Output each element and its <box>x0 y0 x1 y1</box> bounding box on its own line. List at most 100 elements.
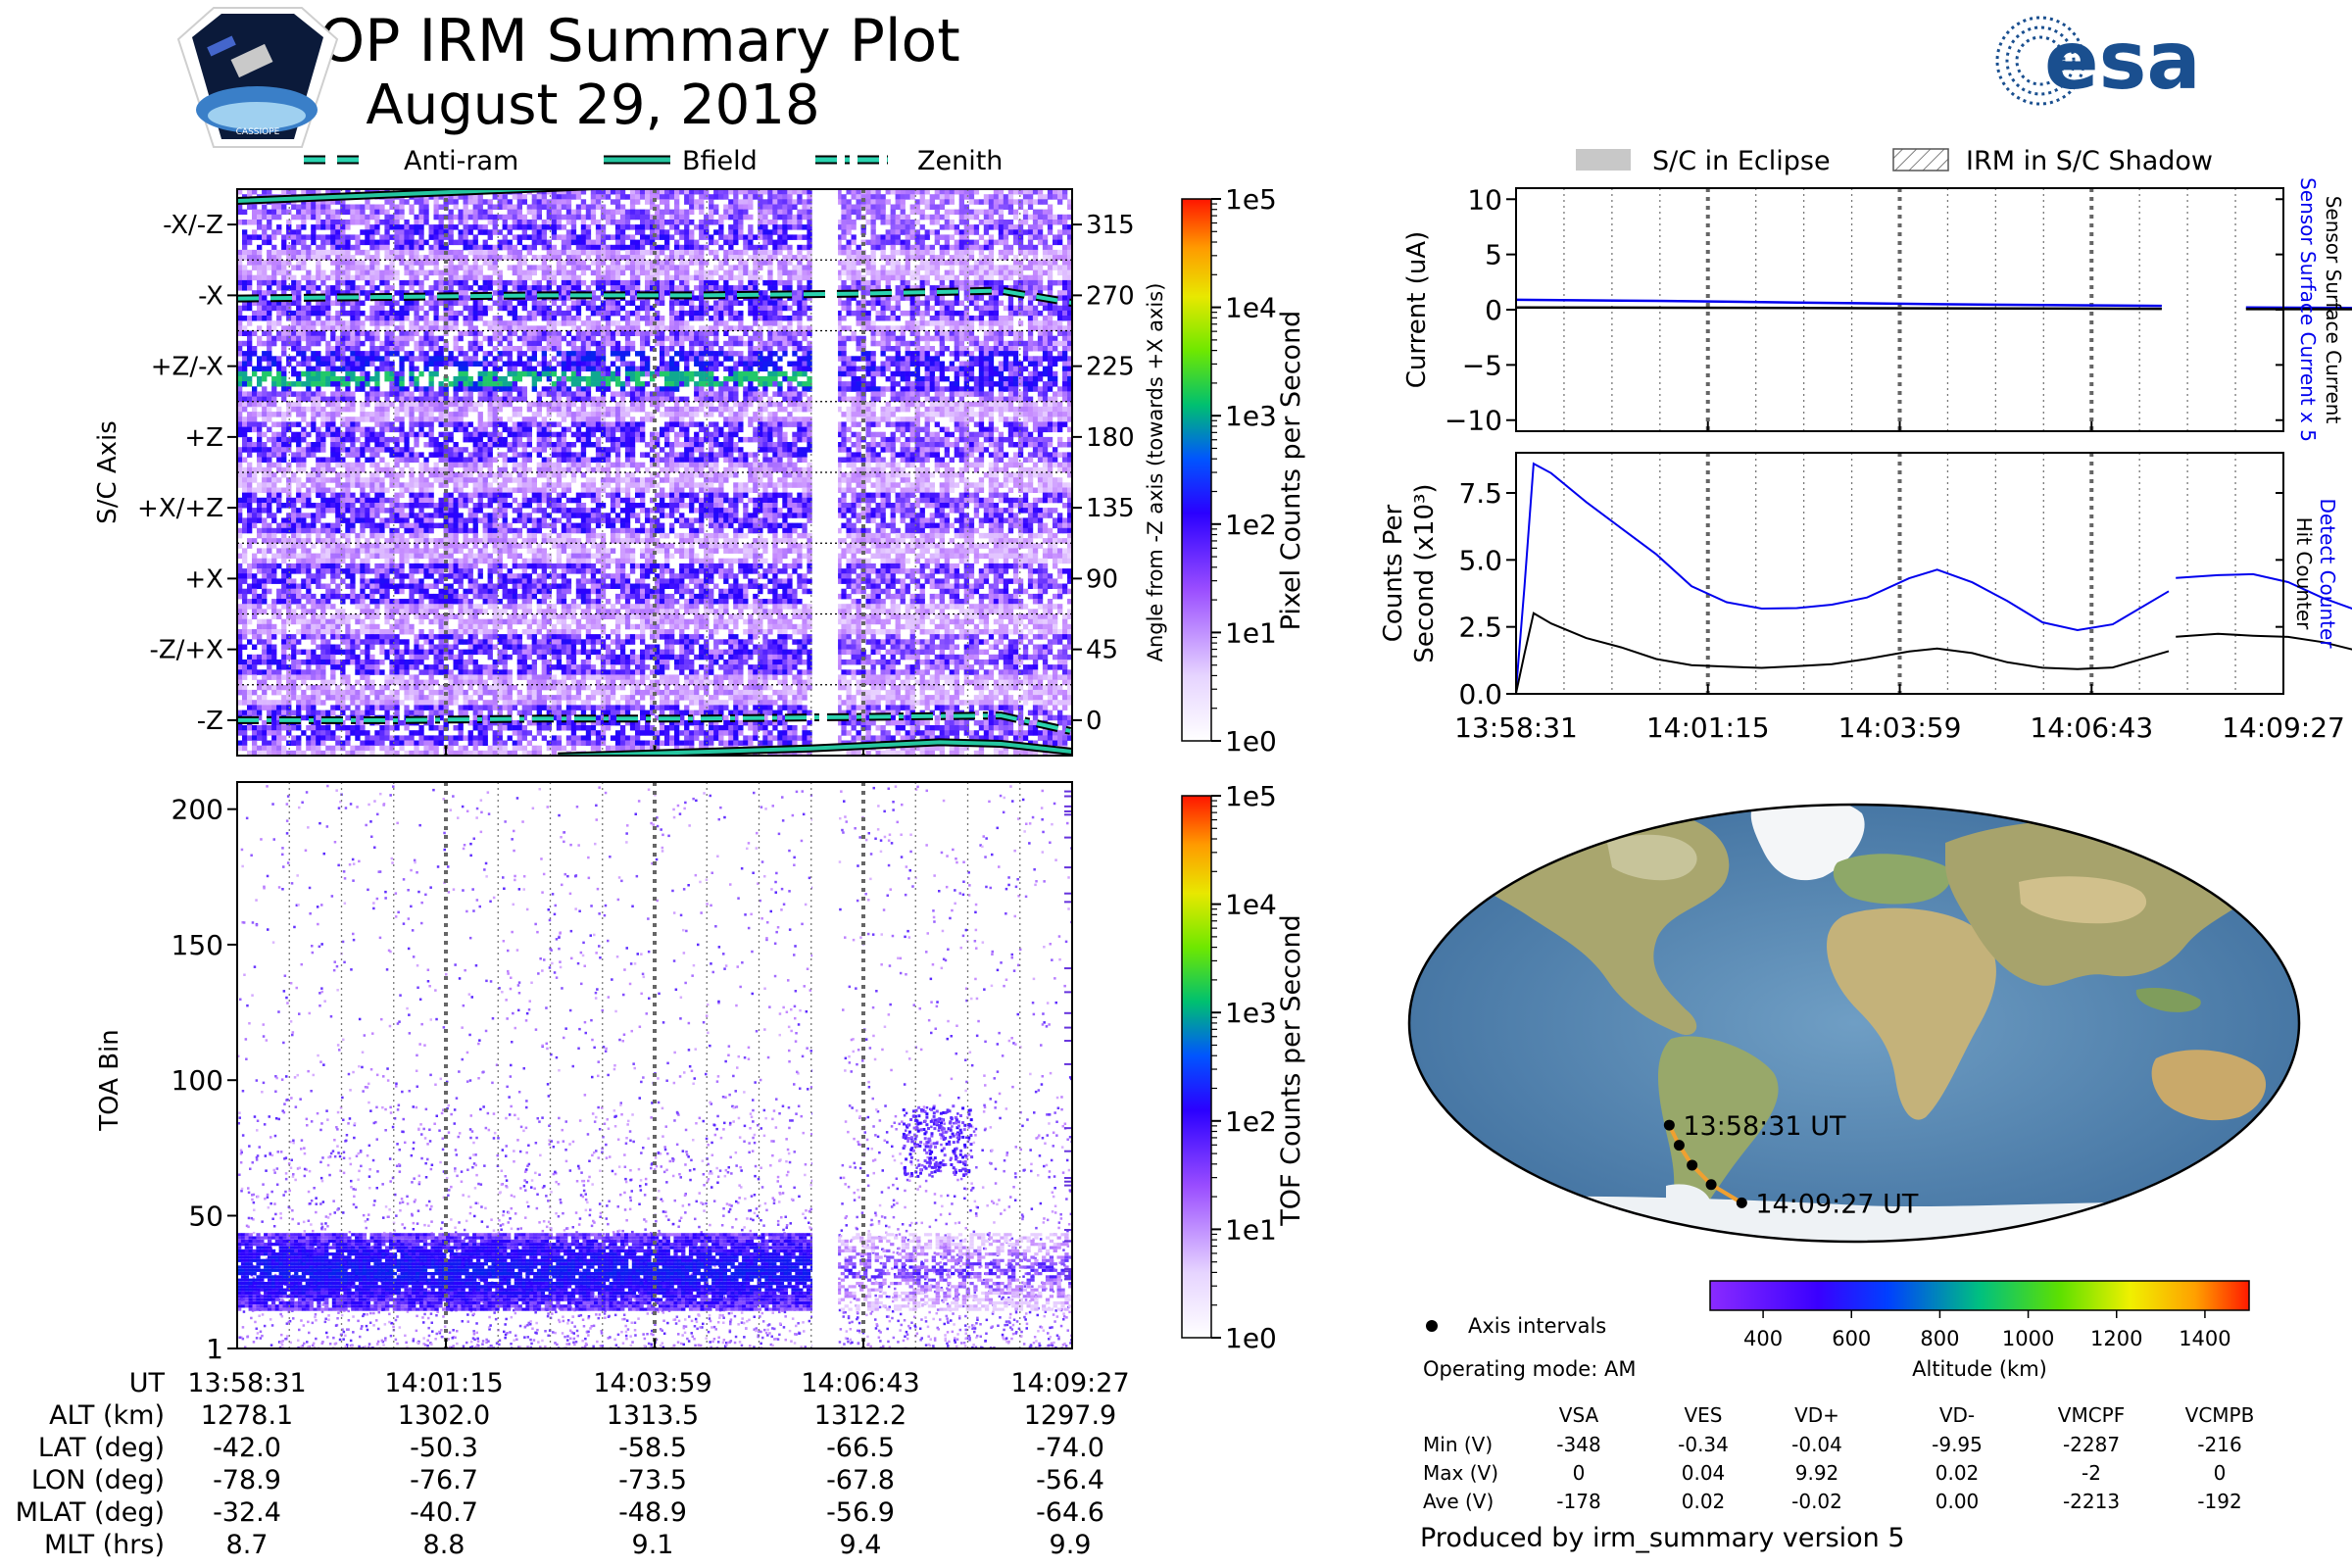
pixel-cell <box>561 249 567 256</box>
pixel-cell <box>394 224 400 230</box>
pixel-cell <box>443 300 449 306</box>
pixel-cell <box>929 229 935 235</box>
pixel-cell <box>311 381 317 387</box>
pixel-cell <box>885 199 891 205</box>
pixel-cell <box>541 199 547 205</box>
pixel-cell <box>684 330 690 336</box>
pixel-cell <box>443 194 449 200</box>
pixel-cell <box>870 220 876 225</box>
pixel-cell <box>497 366 503 372</box>
pixel-cell <box>949 330 955 336</box>
pixel-cell <box>438 316 444 321</box>
pixel-cell <box>919 260 925 266</box>
pixel-cell <box>870 351 876 357</box>
pixel-cell <box>1053 189 1058 195</box>
pixel-cell <box>905 310 910 317</box>
pixel-cell <box>1053 249 1058 256</box>
pixel-cell <box>561 295 567 301</box>
pixel-cell <box>610 209 616 216</box>
pixel-cell <box>650 260 656 266</box>
pixel-cell <box>320 239 326 246</box>
pixel-cell <box>875 279 881 286</box>
pixel-cell <box>684 356 690 362</box>
pixel-cell <box>531 290 537 296</box>
pixel-cell <box>914 285 920 291</box>
pixel-cell <box>909 194 915 200</box>
pixel-cell <box>699 234 705 240</box>
pixel-cell <box>580 346 587 352</box>
pixel-cell <box>807 274 812 281</box>
pixel-cell <box>575 300 582 306</box>
pixel-cell <box>890 330 896 336</box>
pixel-cell <box>895 199 901 205</box>
pixel-cell <box>792 330 798 336</box>
pixel-cell <box>640 234 646 240</box>
pixel-cell <box>890 316 896 321</box>
pixel-cell <box>237 346 243 352</box>
pixel-cell <box>939 189 945 195</box>
pixel-cell <box>635 249 641 256</box>
pixel-cell <box>590 270 597 276</box>
pixel-cell <box>699 381 705 387</box>
pixel-cell <box>748 366 754 372</box>
pixel-cell <box>797 260 803 266</box>
pixel-cell <box>944 220 950 225</box>
pixel-cell <box>345 381 351 387</box>
pixel-cell <box>590 340 597 347</box>
pixel-cell <box>595 396 602 403</box>
pixel-cell <box>262 366 268 372</box>
pixel-cell <box>443 270 449 276</box>
pixel-cell <box>699 220 705 225</box>
pixel-cell <box>340 351 346 357</box>
pixel-cell <box>772 330 778 336</box>
pixel-cell <box>237 330 243 336</box>
pixel-cell <box>782 255 788 261</box>
pixel-cell <box>296 381 302 387</box>
pixel-cell <box>580 279 587 286</box>
pixel-cell <box>311 375 317 382</box>
pixel-cell <box>1062 305 1068 312</box>
pixel-cell <box>718 260 724 266</box>
pixel-cell <box>650 270 656 276</box>
pixel-cell <box>1003 249 1009 256</box>
pixel-cell <box>841 351 847 357</box>
pixel-cell <box>561 316 567 321</box>
pixel-cell <box>428 285 434 291</box>
pixel-cell <box>521 229 527 235</box>
pixel-cell <box>512 310 517 317</box>
pixel-cell <box>296 224 302 230</box>
pixel-cell <box>404 229 410 235</box>
pixel-cell <box>865 239 871 246</box>
pixel-cell <box>890 391 896 397</box>
pixel-cell <box>399 305 405 312</box>
pixel-cell <box>335 249 341 256</box>
pixel-cell <box>905 220 910 225</box>
pixel-cell <box>699 204 705 210</box>
pixel-cell <box>325 375 331 382</box>
pixel-cell <box>1047 310 1054 317</box>
pixel-cell <box>556 391 563 397</box>
pixel-cell <box>1047 285 1054 291</box>
pixel-cell <box>595 270 602 276</box>
pixel-cell <box>536 361 542 367</box>
pixel-cell <box>546 330 552 336</box>
pixel-cell <box>640 244 646 251</box>
pixel-cell <box>762 300 768 306</box>
pixel-cell <box>1047 290 1054 296</box>
pixel-cell <box>556 396 563 403</box>
pixel-cell <box>723 310 729 317</box>
pixel-cell <box>944 189 950 195</box>
pixel-cell <box>900 375 906 382</box>
pixel-cell <box>267 265 272 270</box>
pixel-cell <box>836 189 842 195</box>
pixel-cell <box>1062 255 1068 261</box>
pixel-cell <box>330 300 336 306</box>
pixel-cell <box>870 274 876 281</box>
pixel-cell <box>905 351 910 357</box>
pixel-cell <box>296 279 302 286</box>
pixel-cell <box>453 300 459 306</box>
pixel-cell <box>306 199 312 205</box>
pixel-cell <box>968 270 975 276</box>
pixel-cell <box>914 340 920 347</box>
pixel-cell <box>767 381 773 387</box>
